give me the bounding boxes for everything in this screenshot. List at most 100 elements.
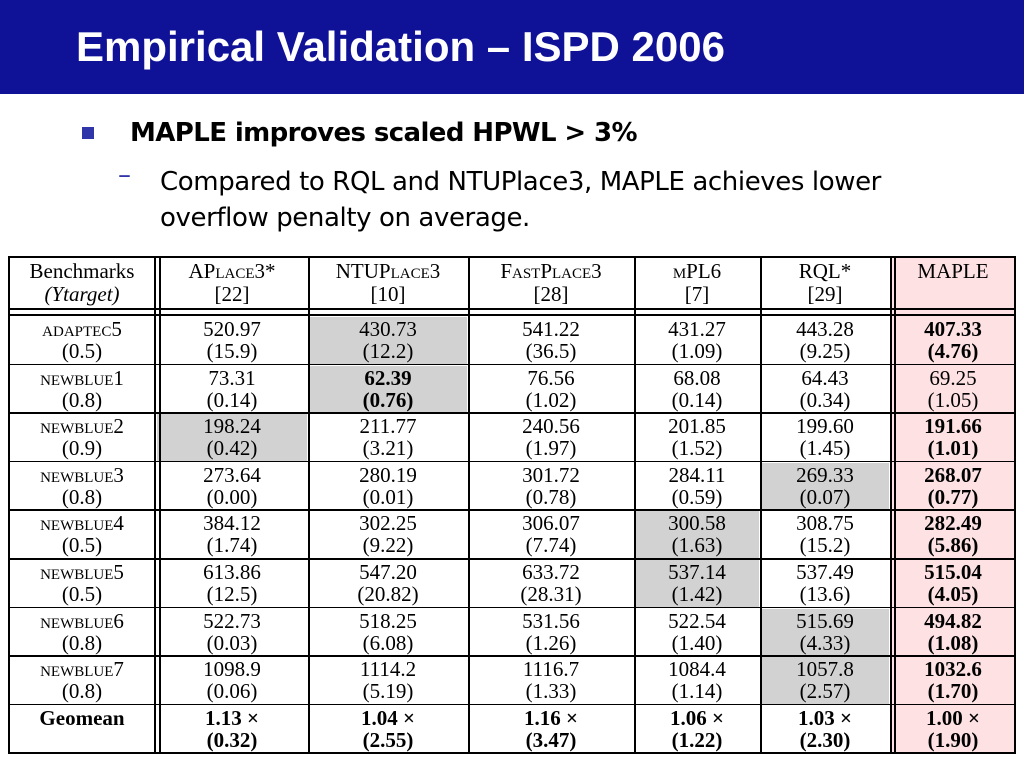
table-col-rule (1014, 256, 1016, 755)
table-cell-overflow: (1.52) (671, 436, 723, 461)
table-cell-value: 280.19 (359, 462, 417, 487)
table-cell-overflow: (0.34) (799, 387, 851, 412)
benchmark-name: newblue7 (40, 657, 124, 682)
table-cell-value: 269.33 (796, 462, 854, 487)
header-1-sub: [22] (214, 282, 250, 306)
table-col-rule (468, 256, 470, 755)
table-rule (8, 308, 1016, 310)
table-cell-overflow: (4.33) (799, 630, 851, 655)
table-cell-value: 73.31 (208, 365, 256, 390)
table-rule (8, 314, 1016, 316)
table-rule (8, 752, 1016, 755)
table-cell-value: 547.20 (359, 560, 417, 584)
benchmark-name: newblue3 (40, 462, 124, 487)
title-bar: Empirical Validation – ISPD 2006 (0, 0, 1024, 94)
benchmark-target: (0.8) (61, 630, 103, 655)
header-0-sub: (Υtarget) (44, 282, 120, 306)
benchmark-name: newblue1 (40, 365, 124, 390)
table-cell-overflow: (0.14) (671, 387, 723, 412)
table-cell-overflow: (1.63) (671, 533, 723, 558)
best-cell-highlight (157, 414, 307, 461)
header-3-label: FastPlace3 (500, 259, 602, 283)
geomean-value: 1.00 × (926, 705, 980, 730)
table-rule (8, 363, 1016, 366)
table-cell-overflow: (1.08) (927, 630, 979, 655)
table-cell-value: 240.56 (522, 414, 580, 439)
table-cell-value: 201.85 (668, 414, 726, 439)
table-cell-overflow: (9.25) (799, 339, 851, 363)
header-2-label: NTUPlace3 (335, 259, 441, 283)
table-cell-value: 191.66 (924, 414, 982, 439)
table-col-rule (159, 256, 161, 755)
maple-column-highlight (892, 258, 1014, 754)
table-cell-overflow: (0.03) (206, 630, 258, 655)
table-cell-value: 76.56 (527, 365, 575, 390)
header-4-sub: [7] (684, 282, 710, 306)
benchmark-target: (0.5) (61, 582, 103, 606)
table-cell-overflow: (1.01) (927, 436, 979, 461)
geomean-overflow: (1.22) (671, 727, 723, 752)
table-cell-overflow: (0.78) (525, 484, 577, 509)
best-cell-highlight (309, 365, 467, 413)
table-cell-overflow: (0.14) (206, 387, 258, 412)
table-rule (8, 655, 1016, 657)
table-cell-overflow: (0.06) (206, 679, 258, 704)
table-cell-value: 537.49 (796, 560, 854, 584)
table-rule (8, 703, 1016, 706)
benchmark-target: (0.8) (61, 387, 103, 412)
table-cell-overflow: (1.05) (927, 387, 979, 412)
table-cell-overflow: (0.07) (799, 484, 851, 509)
best-cell-highlight (761, 657, 889, 704)
benchmark-target: (0.8) (61, 484, 103, 509)
table-cell-value: 1084.4 (668, 657, 726, 682)
header-3-sub: [28] (533, 282, 569, 306)
table-cell-overflow: (5.86) (927, 533, 979, 558)
table-cell-value: 1114.2 (359, 657, 417, 682)
table-cell-overflow: (0.01) (362, 484, 414, 509)
geomean-value: 1.04 × (361, 705, 415, 730)
table-cell-overflow: (36.5) (525, 339, 577, 363)
table-cell-value: 301.72 (522, 462, 580, 487)
table-cell-overflow: (7.74) (525, 533, 577, 558)
table-cell-value: 62.39 (364, 365, 412, 390)
table-cell-value: 1057.8 (796, 657, 854, 682)
best-cell-highlight (309, 317, 467, 364)
table-cell-overflow: (6.08) (362, 630, 414, 655)
table-rule (8, 509, 1016, 511)
table-cell-value: 443.28 (796, 317, 854, 341)
table-cell-overflow: (15.2) (799, 533, 851, 558)
table-cell-value: 308.75 (796, 511, 854, 536)
table-cell-value: 198.24 (203, 414, 261, 439)
table-col-rule (634, 256, 636, 755)
table-cell-value: 68.08 (673, 365, 721, 390)
bullet-main-text: MAPLE improves scaled HPWL > 3% (130, 118, 638, 148)
header-5-sub: [29] (807, 282, 843, 306)
table-cell-overflow: (1.26) (525, 630, 577, 655)
table-cell-value: 494.82 (924, 608, 982, 633)
table-cell-overflow: (0.77) (927, 484, 979, 509)
table-cell-overflow: (13.6) (799, 582, 851, 606)
table-cell-overflow: (1.40) (671, 630, 723, 655)
table-cell-value: 306.07 (522, 511, 580, 536)
geomean-value: 1.16 × (524, 705, 578, 730)
table-cell-value: 520.97 (203, 317, 261, 341)
table-cell-value: 282.49 (924, 511, 982, 536)
table-cell-value: 69.25 (929, 365, 977, 390)
table-cell-overflow: (1.02) (525, 387, 577, 412)
table-cell-value: 431.27 (668, 317, 726, 341)
table-rule (8, 606, 1016, 609)
table-cell-value: 300.58 (668, 511, 726, 536)
benchmark-name: newblue6 (40, 608, 124, 633)
geomean-overflow: (2.30) (799, 727, 851, 752)
table-col-rule (8, 256, 10, 755)
geomean-overflow: (3.47) (525, 727, 577, 752)
table-cell-value: 531.56 (522, 608, 580, 633)
table-cell-value: 199.60 (796, 414, 854, 439)
table-cell-value: 515.04 (924, 560, 982, 584)
table-col-rule (154, 256, 156, 755)
table-rule (8, 256, 1016, 258)
geomean-overflow: (0.32) (206, 727, 258, 752)
geomean-value: 1.13 × (205, 705, 259, 730)
table-cell-overflow: (0.42) (206, 436, 258, 461)
table-cell-overflow: (1.33) (525, 679, 577, 704)
